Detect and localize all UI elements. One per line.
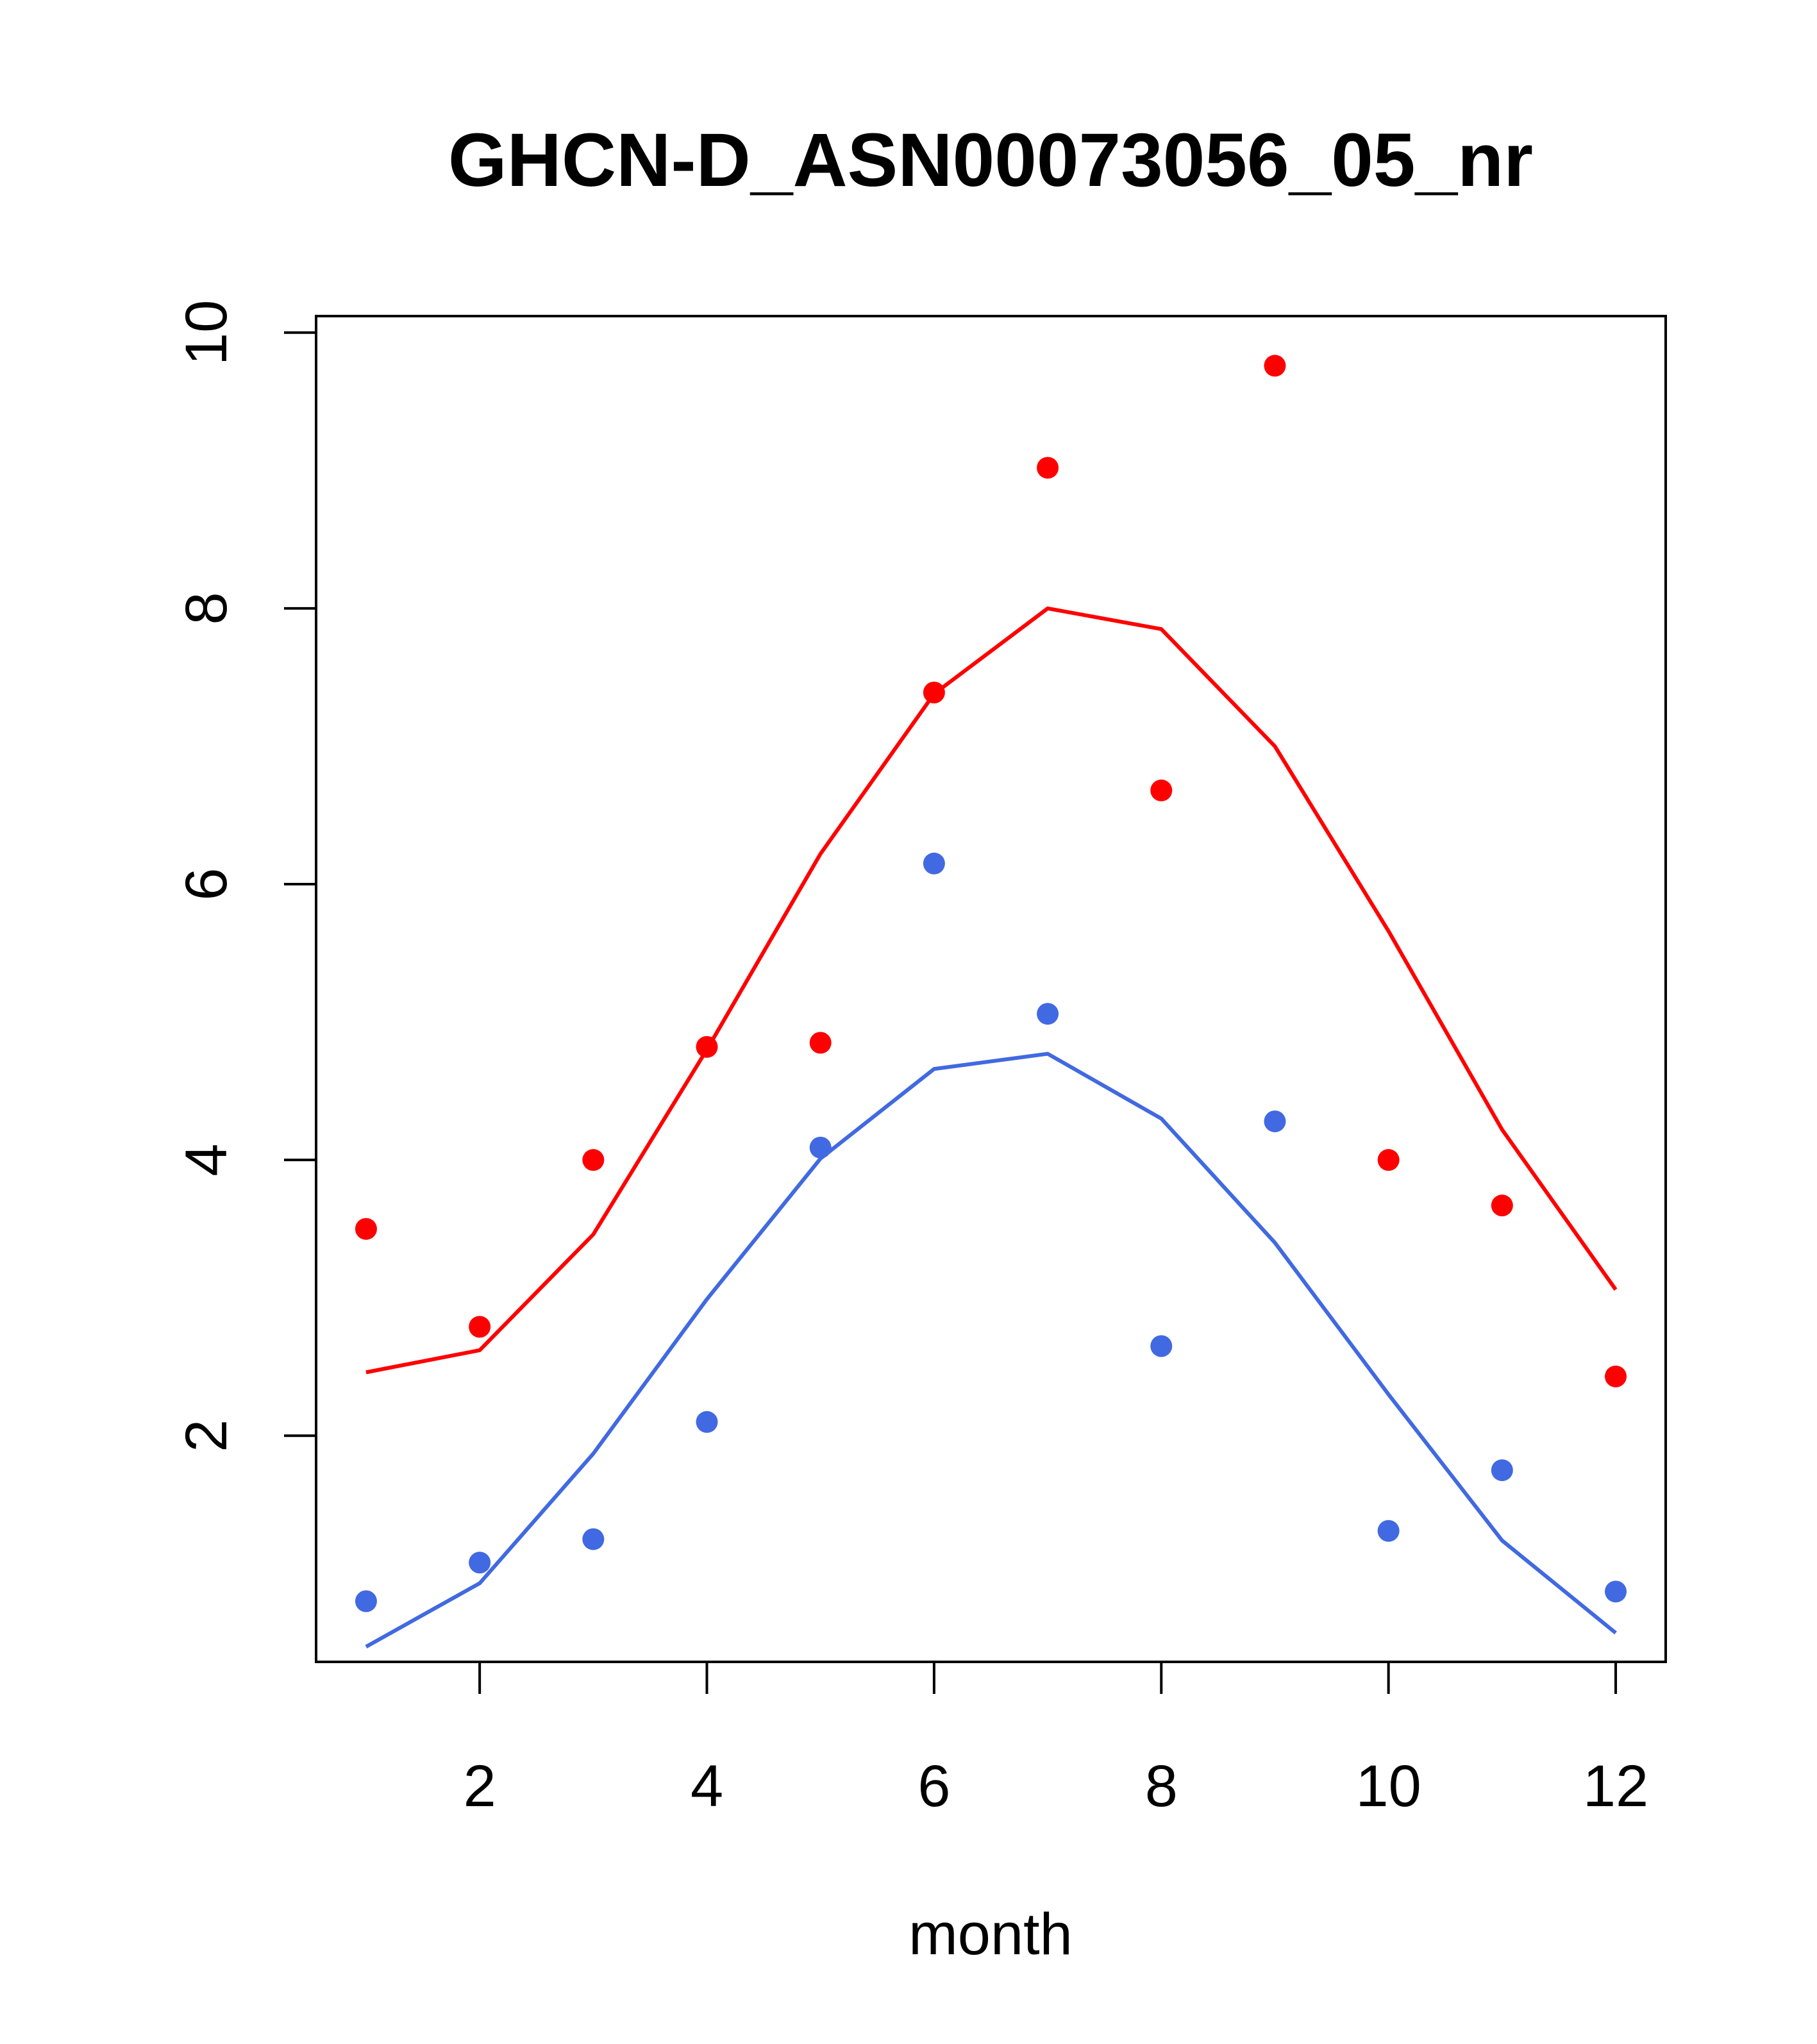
series-1-point bbox=[923, 682, 945, 704]
x-tick-label: 6 bbox=[917, 1754, 950, 1819]
x-tick-label: 8 bbox=[1145, 1754, 1178, 1819]
y-tick-label: 6 bbox=[174, 867, 239, 900]
plot-area bbox=[315, 315, 1667, 1663]
series-2-point bbox=[469, 1552, 491, 1574]
x-tick-label: 4 bbox=[691, 1754, 723, 1819]
x-tick-label: 12 bbox=[1583, 1754, 1648, 1819]
series-2-point bbox=[1377, 1520, 1400, 1542]
series-1-point bbox=[469, 1316, 491, 1338]
series-1-point bbox=[355, 1218, 377, 1240]
series-2-point bbox=[923, 852, 945, 875]
x-axis: 2 4 6 8 10 12 bbox=[464, 1662, 1648, 1819]
series-2-point bbox=[1150, 1335, 1173, 1357]
series-1-point bbox=[1491, 1194, 1513, 1217]
series-2-point bbox=[355, 1590, 377, 1613]
y-tick-label: 8 bbox=[174, 592, 239, 624]
series-1-point bbox=[809, 1032, 832, 1054]
x-axis-label: month bbox=[908, 1902, 1073, 1967]
y-tick-label: 10 bbox=[174, 300, 239, 365]
y-axis: 2 4 6 8 10 bbox=[174, 300, 316, 1452]
series-2-point bbox=[1605, 1580, 1627, 1603]
series-2-point bbox=[696, 1411, 718, 1433]
series-1-point bbox=[1605, 1365, 1627, 1387]
series-1-point bbox=[1264, 355, 1286, 377]
series-2-point bbox=[1037, 1003, 1059, 1025]
series-2-point bbox=[1264, 1110, 1286, 1132]
plot-frame bbox=[315, 315, 1667, 1663]
y-tick-label: 4 bbox=[174, 1144, 239, 1177]
series-2-point bbox=[582, 1528, 605, 1550]
chart-title: GHCN-D_ASN00073056_05_nr bbox=[448, 118, 1533, 203]
series-2-point bbox=[809, 1136, 832, 1159]
x-tick-label: 2 bbox=[464, 1754, 496, 1819]
series-1-point bbox=[1150, 779, 1173, 801]
series-1-point bbox=[1377, 1149, 1400, 1171]
y-tick-label: 2 bbox=[174, 1420, 239, 1452]
series-2-point bbox=[1491, 1459, 1513, 1482]
series-1-point bbox=[582, 1149, 605, 1171]
series-1-point bbox=[696, 1035, 718, 1058]
series-1-point bbox=[1037, 457, 1059, 479]
x-tick-label: 10 bbox=[1355, 1754, 1421, 1819]
series-2-line bbox=[365, 1051, 1617, 1648]
series-1-line bbox=[365, 606, 1618, 1375]
